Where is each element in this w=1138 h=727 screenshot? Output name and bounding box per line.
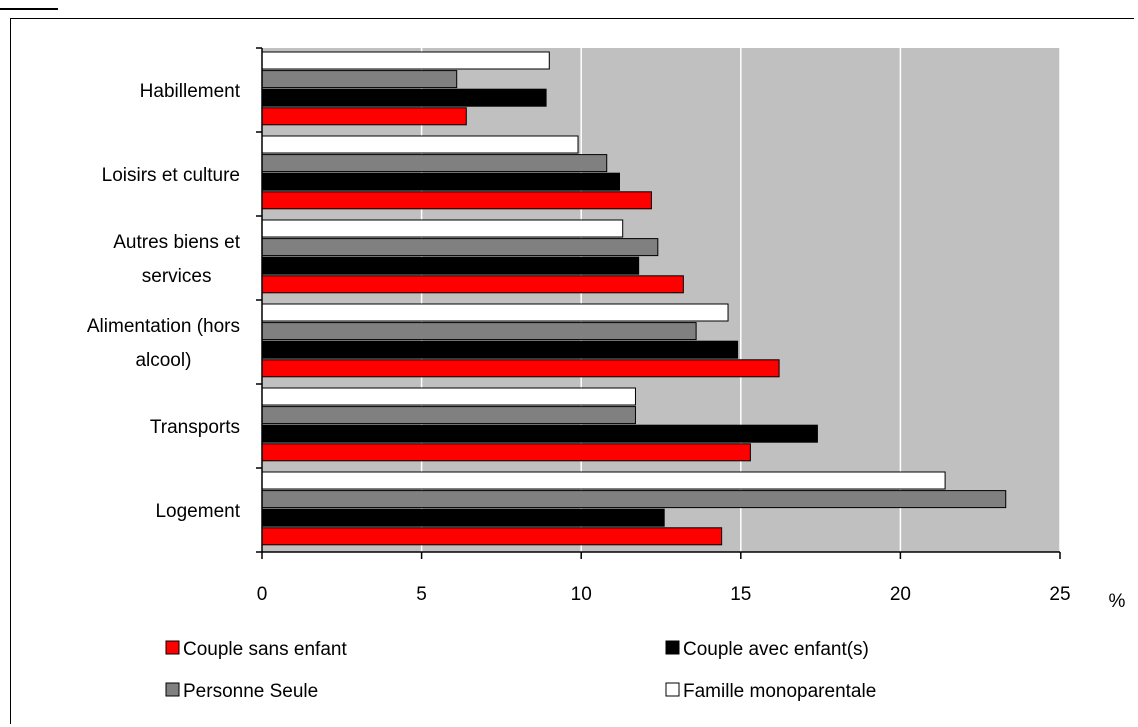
bar-famille-monoparentale bbox=[261, 51, 550, 70]
plot-area bbox=[262, 48, 1060, 552]
bar-personne-seule bbox=[261, 70, 458, 89]
x-tick-label: 15 bbox=[730, 584, 751, 605]
x-tick-label: 5 bbox=[416, 584, 427, 605]
bar-personne-seule bbox=[261, 238, 659, 257]
bar-famille-monoparentale bbox=[261, 471, 946, 490]
bar-couple-sans-enfant bbox=[261, 107, 467, 126]
bar-famille-monoparentale bbox=[261, 303, 729, 322]
bar-personne-seule bbox=[261, 490, 1007, 509]
legend-label-famille-monoparentale: Famille monoparentale bbox=[683, 681, 876, 702]
bar-couple-avec-enfant-s bbox=[261, 508, 665, 527]
bar-famille-monoparentale bbox=[261, 387, 636, 406]
legend-label-personne-seule: Personne Seule bbox=[183, 681, 318, 702]
bar-couple-avec-enfant-s bbox=[261, 88, 547, 107]
category-label: services bbox=[142, 266, 212, 287]
bar-couple-sans-enfant bbox=[261, 191, 652, 210]
bar-couple-avec-enfant-s bbox=[261, 424, 818, 443]
category-label: Logement bbox=[155, 501, 240, 522]
legend-label-couple-sans-enfant: Couple sans enfant bbox=[183, 639, 347, 660]
legend-swatch-personne-seule bbox=[165, 682, 180, 697]
category-label: Autres biens et bbox=[113, 232, 240, 253]
top-left-mark bbox=[0, 0, 58, 10]
category-label: Alimentation (hors bbox=[87, 316, 240, 337]
bar-famille-monoparentale bbox=[261, 135, 579, 154]
x-tick-label: 10 bbox=[571, 584, 592, 605]
bar-couple-avec-enfant-s bbox=[261, 256, 640, 275]
bar-couple-avec-enfant-s bbox=[261, 340, 739, 359]
chart-frame bbox=[10, 18, 1134, 724]
legend-swatch-couple-sans-enfant bbox=[165, 640, 180, 655]
legend-swatch-couple-avec-enfant-s bbox=[665, 640, 680, 655]
bar-famille-monoparentale bbox=[261, 219, 624, 238]
category-label: Transports bbox=[150, 417, 240, 438]
bar-couple-sans-enfant bbox=[261, 359, 780, 378]
x-tick-label: 20 bbox=[890, 584, 911, 605]
category-label: alcool) bbox=[135, 350, 191, 371]
category-label: Loisirs et culture bbox=[102, 165, 240, 186]
bar-personne-seule bbox=[261, 154, 608, 173]
bar-couple-sans-enfant bbox=[261, 275, 684, 294]
x-tick-label: 25 bbox=[1049, 584, 1070, 605]
x-tick-label: 0 bbox=[257, 584, 268, 605]
bar-personne-seule bbox=[261, 322, 697, 341]
bar-personne-seule bbox=[261, 406, 636, 425]
legend-swatch-famille-monoparentale bbox=[665, 682, 680, 697]
bar-couple-sans-enfant bbox=[261, 527, 723, 546]
category-label: Habillement bbox=[140, 81, 241, 102]
bar-couple-sans-enfant bbox=[261, 443, 751, 462]
bar-couple-avec-enfant-s bbox=[261, 172, 621, 191]
x-unit-label: % bbox=[1109, 591, 1126, 612]
legend-label-couple-avec-enfant-s: Couple avec enfant(s) bbox=[683, 639, 869, 660]
